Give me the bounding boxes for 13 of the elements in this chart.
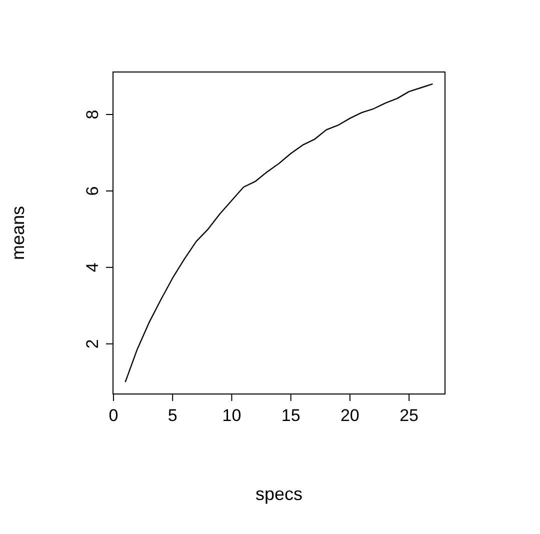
line-series xyxy=(124,83,434,383)
x-axis-title: specs xyxy=(255,484,303,504)
x-tick-label: 25 xyxy=(400,406,419,425)
x-tick-label: 10 xyxy=(222,406,242,425)
y-axis-title: means xyxy=(8,206,28,260)
y-tick-label: 8 xyxy=(83,110,102,120)
y-tick-label: 4 xyxy=(83,262,102,272)
x-tick-label: 20 xyxy=(340,406,360,425)
x-tick-label: 15 xyxy=(281,406,300,425)
y-tick-label: 6 xyxy=(83,186,102,196)
y-tick-label: 2 xyxy=(83,339,102,349)
x-tick-label: 0 xyxy=(108,406,118,425)
x-tick-label: 5 xyxy=(168,406,178,425)
